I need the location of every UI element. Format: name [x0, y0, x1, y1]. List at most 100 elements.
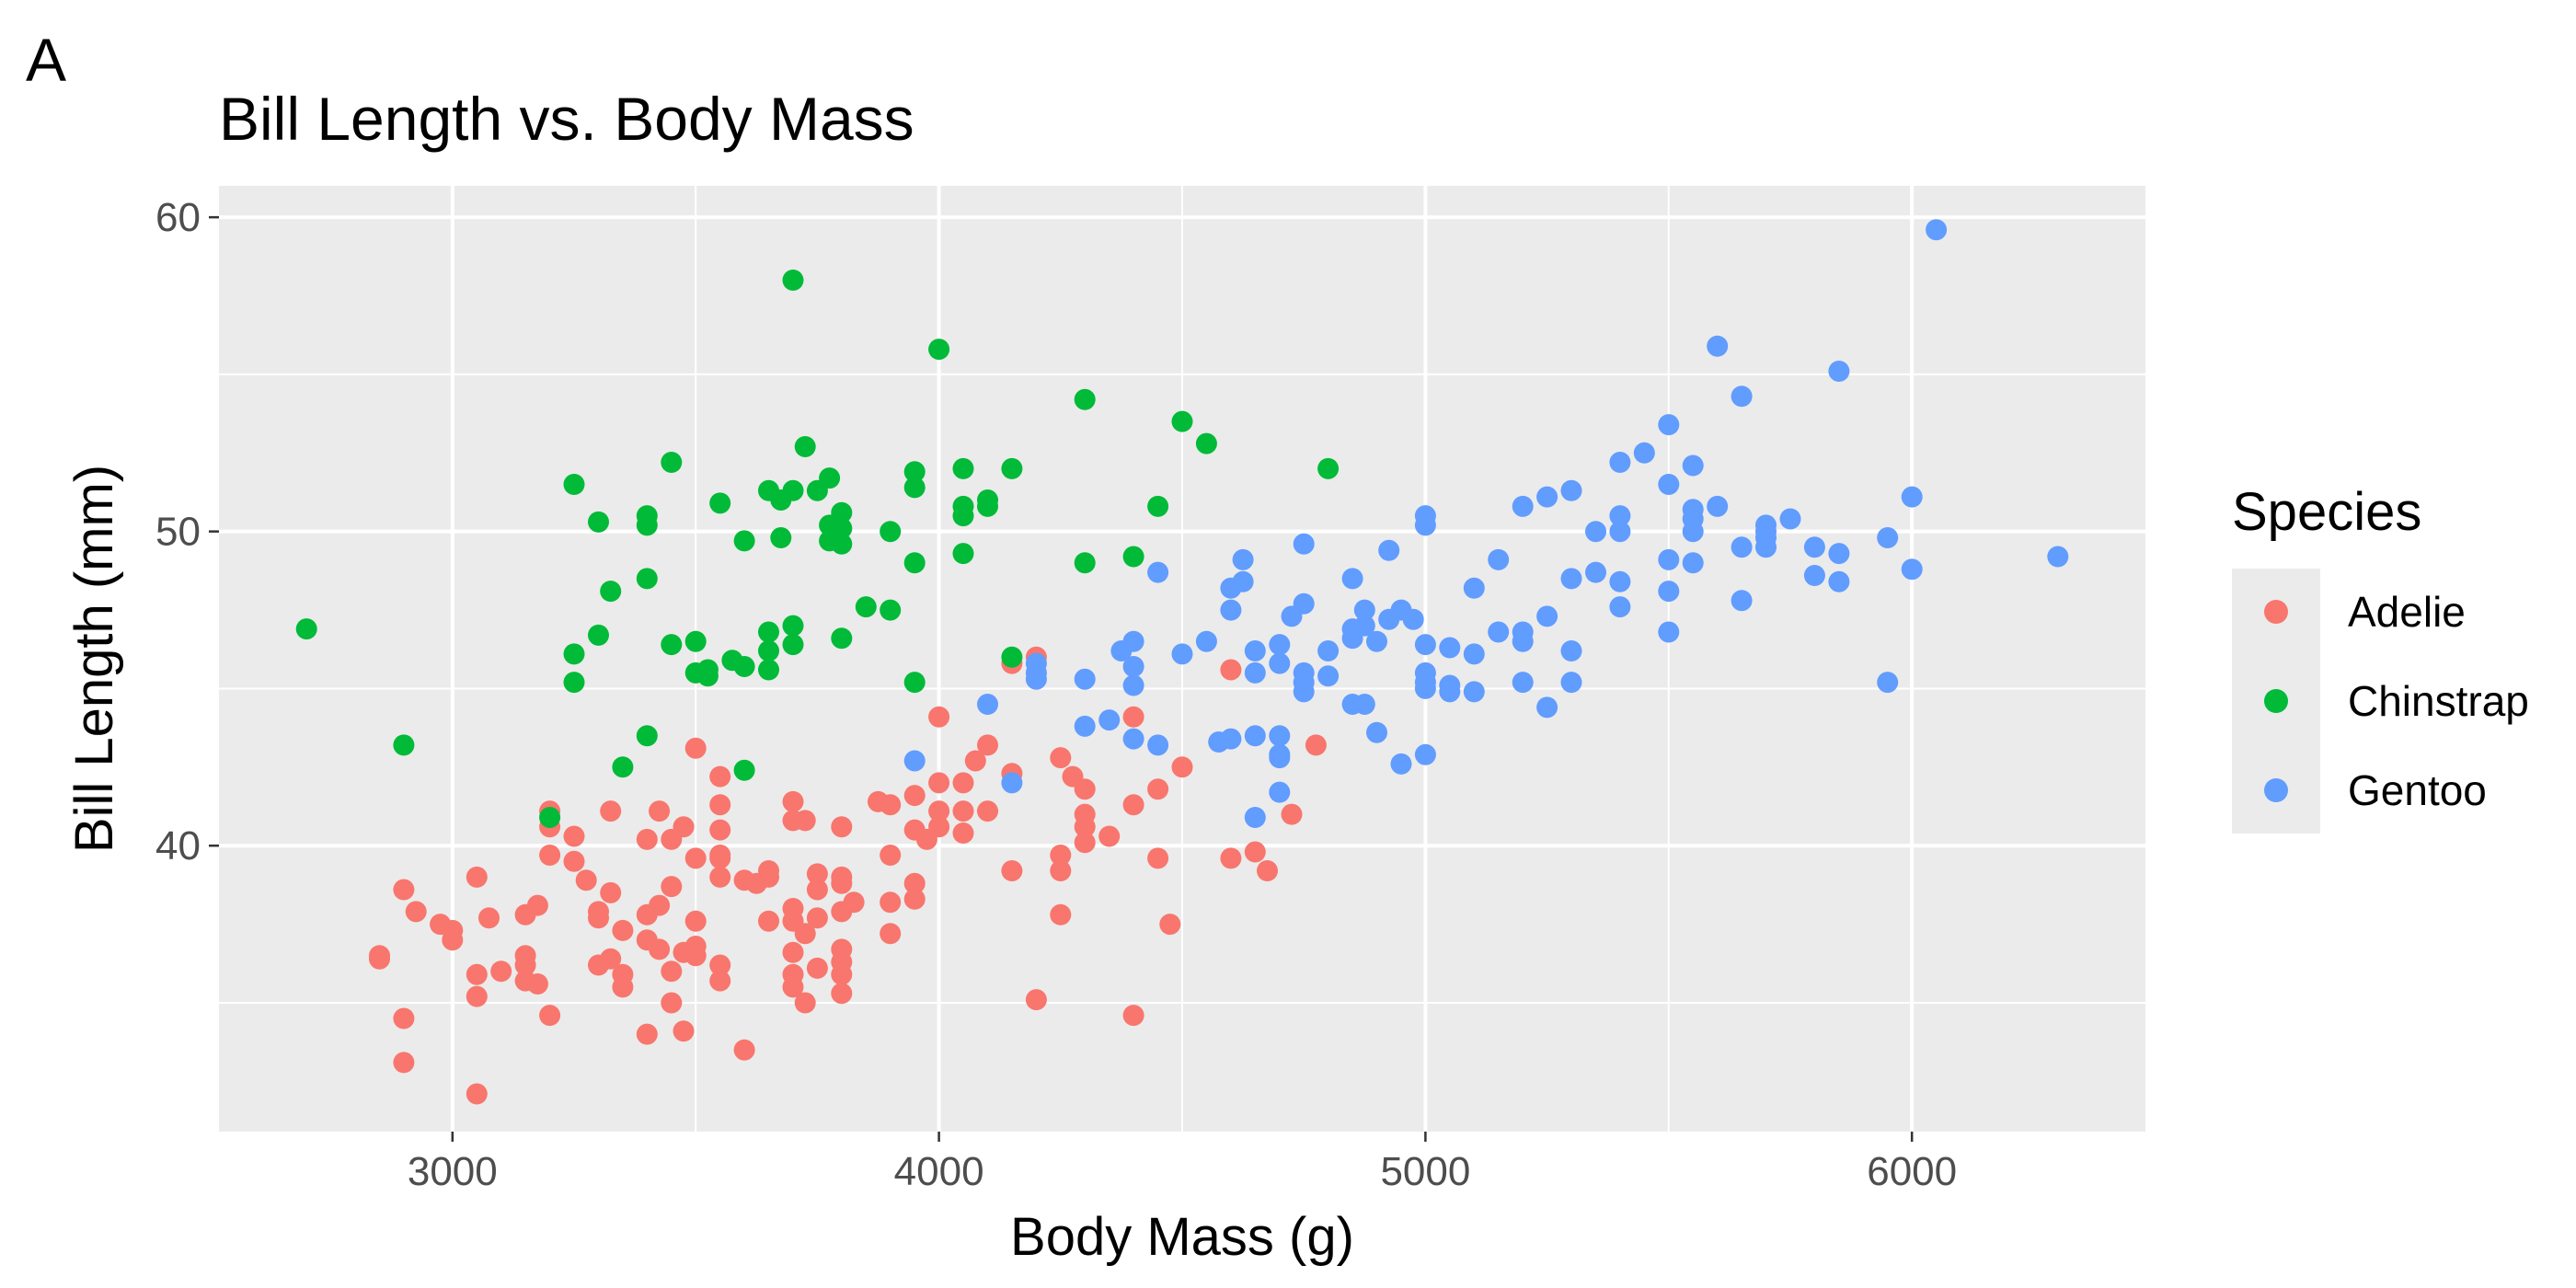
- point-gentoo: [1633, 442, 1655, 464]
- point-adelie: [709, 847, 731, 869]
- point-gentoo: [1414, 514, 1436, 536]
- point-gentoo: [1353, 599, 1375, 621]
- point-adelie: [1244, 841, 1266, 863]
- point-gentoo: [1341, 568, 1363, 590]
- point-gentoo: [1220, 728, 1242, 750]
- point-gentoo: [1463, 681, 1485, 703]
- point-gentoo: [1098, 709, 1121, 731]
- point-gentoo: [1682, 521, 1704, 543]
- point-adelie: [952, 800, 974, 822]
- legend-key-adelie: [2264, 600, 2288, 624]
- panel-tag: A: [26, 26, 66, 94]
- point-gentoo: [1244, 661, 1266, 684]
- point-gentoo: [1402, 608, 1424, 630]
- point-adelie: [709, 866, 731, 888]
- point-adelie: [514, 954, 536, 976]
- point-gentoo: [1353, 615, 1375, 637]
- point-gentoo: [1195, 630, 1217, 652]
- point-chinstrap: [1317, 457, 1340, 479]
- point-chinstrap: [782, 479, 804, 501]
- point-gentoo: [1512, 630, 1534, 652]
- point-chinstrap: [733, 759, 755, 781]
- point-gentoo: [1269, 652, 1291, 674]
- point-gentoo: [1232, 570, 1254, 592]
- point-gentoo: [1074, 715, 1096, 737]
- point-gentoo: [1536, 486, 1558, 508]
- point-adelie: [405, 901, 427, 923]
- point-adelie: [684, 945, 707, 967]
- point-gentoo: [1488, 548, 1510, 570]
- point-chinstrap: [733, 656, 755, 677]
- point-chinstrap: [880, 599, 902, 621]
- point-gentoo: [1232, 548, 1254, 570]
- point-adelie: [661, 992, 683, 1014]
- point-gentoo: [1317, 640, 1340, 661]
- point-adelie: [903, 785, 926, 807]
- point-adelie: [709, 970, 731, 992]
- point-adelie: [880, 794, 902, 816]
- point-chinstrap: [684, 630, 707, 652]
- point-chinstrap: [782, 270, 804, 291]
- point-gentoo: [1293, 592, 1315, 615]
- point-adelie: [794, 923, 816, 945]
- point-gentoo: [1755, 536, 1777, 558]
- point-gentoo: [1901, 486, 1923, 508]
- point-adelie: [831, 816, 853, 838]
- point-chinstrap: [709, 492, 731, 514]
- point-chinstrap: [1001, 646, 1023, 668]
- point-adelie: [806, 957, 828, 979]
- point-adelie: [977, 800, 998, 822]
- point-gentoo: [1658, 414, 1680, 436]
- point-gentoo: [1244, 725, 1266, 747]
- point-chinstrap: [831, 501, 853, 523]
- point-adelie: [928, 816, 950, 838]
- x-axis-title: Body Mass (g): [1010, 1207, 1354, 1267]
- y-axis-title: Bill Length (mm): [64, 465, 124, 853]
- point-adelie: [964, 750, 986, 772]
- point-adelie: [1074, 778, 1096, 800]
- legend-title: Species: [2232, 482, 2421, 542]
- point-adelie: [1122, 706, 1144, 728]
- point-gentoo: [1609, 521, 1631, 543]
- point-chinstrap: [770, 527, 792, 548]
- point-adelie: [600, 948, 622, 970]
- y-tick-label: 40: [155, 823, 201, 868]
- point-chinstrap: [636, 514, 658, 536]
- point-chinstrap: [1074, 552, 1096, 574]
- legend-label-gentoo: Gentoo: [2348, 766, 2487, 814]
- point-adelie: [782, 941, 804, 963]
- point-adelie: [490, 960, 512, 983]
- point-chinstrap: [903, 461, 926, 483]
- x-tick-label: 5000: [1380, 1149, 1470, 1194]
- point-chinstrap: [903, 552, 926, 574]
- point-chinstrap: [1001, 457, 1023, 479]
- point-adelie: [952, 772, 974, 794]
- point-adelie: [588, 907, 609, 929]
- point-adelie: [393, 879, 415, 901]
- point-chinstrap: [1074, 388, 1096, 410]
- point-gentoo: [1244, 807, 1266, 828]
- point-chinstrap: [1122, 546, 1144, 568]
- point-gentoo: [1414, 634, 1436, 656]
- point-chinstrap: [819, 467, 841, 489]
- point-chinstrap: [831, 627, 853, 650]
- point-adelie: [526, 973, 548, 995]
- point-chinstrap: [794, 436, 816, 457]
- point-adelie: [806, 907, 828, 929]
- point-gentoo: [1439, 681, 1461, 703]
- point-gentoo: [1366, 721, 1387, 743]
- point-adelie: [903, 872, 926, 894]
- point-adelie: [831, 872, 853, 894]
- point-chinstrap: [661, 452, 683, 473]
- point-adelie: [466, 866, 488, 888]
- point-gentoo: [1439, 637, 1461, 659]
- point-gentoo: [1731, 536, 1753, 558]
- point-chinstrap: [393, 734, 415, 756]
- point-adelie: [952, 822, 974, 844]
- point-adelie: [709, 765, 731, 788]
- point-chinstrap: [588, 624, 609, 646]
- point-adelie: [928, 706, 950, 728]
- x-axis-ticks: 3000 4000 5000 6000: [408, 1132, 1957, 1194]
- point-adelie: [1098, 825, 1121, 847]
- point-adelie: [880, 923, 902, 945]
